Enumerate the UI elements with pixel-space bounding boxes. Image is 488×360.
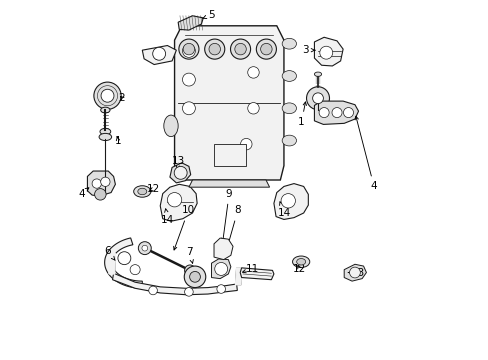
Ellipse shape — [282, 103, 296, 114]
Circle shape — [234, 43, 246, 55]
Ellipse shape — [282, 135, 296, 146]
Text: 13: 13 — [172, 156, 185, 169]
Circle shape — [331, 108, 341, 118]
Ellipse shape — [163, 115, 178, 136]
Ellipse shape — [292, 256, 309, 267]
Polygon shape — [178, 16, 203, 30]
Circle shape — [118, 252, 131, 265]
Text: 4: 4 — [354, 116, 377, 192]
Polygon shape — [314, 37, 343, 66]
Circle shape — [208, 43, 220, 55]
Circle shape — [94, 82, 121, 109]
Ellipse shape — [314, 72, 321, 76]
Polygon shape — [87, 171, 115, 196]
Circle shape — [101, 89, 114, 102]
Circle shape — [319, 108, 328, 118]
Polygon shape — [112, 273, 237, 295]
Ellipse shape — [296, 258, 305, 265]
Circle shape — [214, 262, 227, 275]
Ellipse shape — [100, 129, 110, 135]
Text: 13: 13 — [348, 267, 364, 278]
Circle shape — [306, 87, 329, 110]
Text: 1: 1 — [298, 102, 306, 127]
Circle shape — [247, 67, 259, 78]
Circle shape — [182, 44, 195, 57]
Circle shape — [101, 177, 110, 186]
Circle shape — [184, 266, 205, 288]
Text: 7: 7 — [186, 247, 193, 263]
Polygon shape — [214, 238, 233, 260]
Polygon shape — [104, 238, 142, 288]
Polygon shape — [169, 163, 190, 183]
Ellipse shape — [282, 39, 296, 49]
Polygon shape — [174, 26, 284, 180]
Circle shape — [182, 102, 195, 115]
Text: 6: 6 — [104, 246, 115, 260]
Circle shape — [256, 39, 276, 59]
Circle shape — [167, 193, 182, 207]
Circle shape — [138, 242, 151, 255]
Polygon shape — [314, 101, 358, 125]
Circle shape — [189, 271, 200, 282]
Polygon shape — [240, 268, 273, 280]
Ellipse shape — [101, 107, 110, 113]
Polygon shape — [235, 268, 241, 285]
Circle shape — [130, 265, 140, 275]
Polygon shape — [188, 180, 269, 187]
Circle shape — [94, 189, 106, 200]
Ellipse shape — [138, 188, 146, 195]
Circle shape — [152, 47, 165, 60]
Circle shape — [182, 73, 195, 86]
Polygon shape — [344, 264, 366, 281]
Circle shape — [142, 245, 147, 251]
Polygon shape — [273, 184, 308, 220]
Circle shape — [184, 265, 195, 276]
Polygon shape — [214, 144, 246, 166]
Text: 5: 5 — [202, 10, 214, 20]
Text: 12: 12 — [292, 264, 305, 274]
Polygon shape — [160, 184, 197, 221]
Text: 3: 3 — [154, 52, 161, 62]
Text: 14: 14 — [277, 202, 290, 218]
Text: 10: 10 — [173, 206, 195, 250]
Text: 14: 14 — [161, 209, 174, 225]
Circle shape — [217, 285, 225, 293]
Text: 8: 8 — [223, 206, 241, 259]
Circle shape — [183, 43, 194, 55]
Polygon shape — [211, 259, 230, 279]
Text: 9: 9 — [221, 189, 232, 242]
Circle shape — [260, 43, 271, 55]
Circle shape — [230, 39, 250, 59]
Circle shape — [319, 46, 332, 59]
Polygon shape — [109, 253, 115, 274]
Circle shape — [281, 194, 295, 208]
Ellipse shape — [99, 134, 111, 140]
Circle shape — [204, 39, 224, 59]
Text: 12: 12 — [147, 184, 160, 194]
Text: 1: 1 — [115, 136, 121, 145]
Text: 2: 2 — [118, 93, 124, 103]
Text: 3: 3 — [302, 45, 314, 55]
Ellipse shape — [133, 186, 151, 197]
Text: 11: 11 — [242, 264, 259, 274]
Circle shape — [148, 286, 157, 295]
Ellipse shape — [282, 71, 296, 81]
Circle shape — [184, 288, 193, 296]
Circle shape — [349, 267, 360, 278]
Circle shape — [247, 103, 259, 114]
Polygon shape — [142, 45, 176, 64]
Circle shape — [343, 108, 353, 118]
Circle shape — [92, 179, 101, 188]
Circle shape — [174, 166, 187, 179]
Circle shape — [179, 39, 199, 59]
Circle shape — [312, 93, 323, 104]
Text: 4: 4 — [78, 188, 89, 199]
Circle shape — [240, 138, 251, 150]
